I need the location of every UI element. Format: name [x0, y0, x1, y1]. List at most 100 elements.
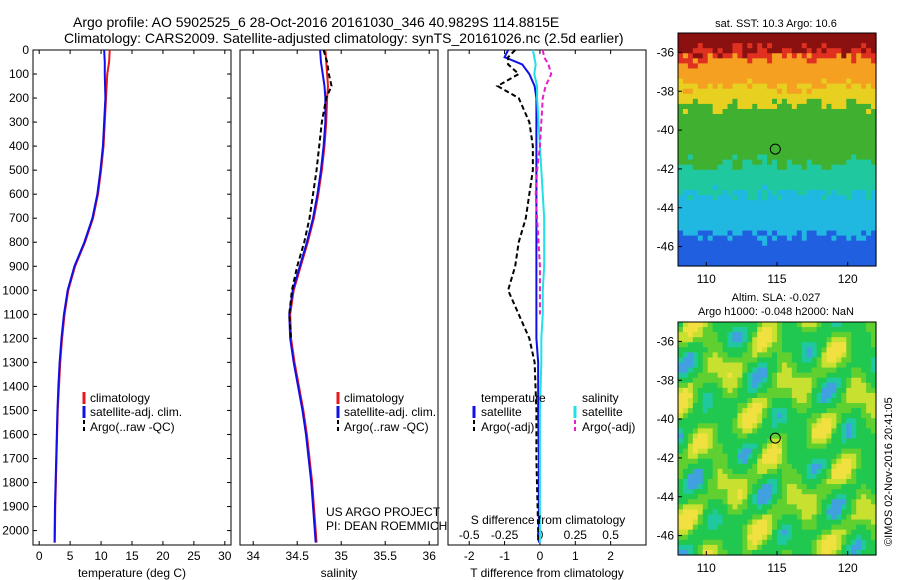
heatmap-cell: [871, 408, 877, 414]
heatmap-cell: [861, 438, 867, 445]
heatmap-cell: [697, 260, 704, 267]
heatmap-cell: [757, 519, 763, 526]
heatmap-cell: [747, 210, 753, 216]
y-tick-label: -44: [657, 490, 675, 504]
heatmap-cell: [836, 382, 842, 389]
heatmap-cell: [826, 220, 833, 227]
heatmap-cell: [856, 200, 862, 206]
heatmap-cell: [777, 33, 783, 39]
heatmap-cell: [821, 423, 828, 429]
heatmap-cell: [836, 230, 842, 237]
heatmap-cell: [707, 190, 714, 196]
heatmap-cell: [747, 418, 753, 424]
heatmap-cell: [786, 458, 793, 465]
heatmap-cell: [697, 392, 704, 399]
heatmap-cell: [801, 372, 808, 379]
heatmap-cell: [806, 230, 813, 237]
heatmap-cell: [707, 260, 714, 267]
heatmap-cell: [697, 134, 704, 140]
heatmap-cell: [727, 499, 734, 505]
heatmap-cell: [806, 382, 813, 389]
heatmap-cell: [871, 514, 877, 521]
heatmap-cell: [826, 418, 833, 424]
heatmap-cell: [687, 103, 694, 110]
heatmap-cell: [786, 514, 793, 521]
heatmap-cell: [722, 387, 729, 394]
heatmap-cell: [851, 332, 857, 338]
heatmap-cell: [742, 332, 748, 338]
heatmap-cell: [697, 529, 704, 536]
heatmap-cell: [796, 164, 803, 171]
heatmap-cell: [767, 190, 773, 196]
heatmap-cell: [678, 119, 684, 125]
heatmap-cell: [757, 372, 763, 379]
heatmap-cell: [747, 184, 753, 191]
heatmap-cell: [851, 174, 857, 181]
x-tick-label: 10: [94, 549, 108, 563]
heatmap-cell: [772, 63, 778, 70]
heatmap-cell: [678, 124, 684, 130]
heatmap-cell: [866, 397, 872, 404]
heatmap-cell: [737, 114, 743, 120]
heatmap-cell: [791, 342, 798, 348]
heatmap-cell: [722, 544, 729, 551]
heatmap-cell: [697, 124, 704, 130]
heatmap-cell: [846, 134, 852, 140]
heatmap-cell: [831, 397, 837, 404]
heatmap-cell: [816, 479, 823, 485]
heatmap-cell: [762, 48, 768, 54]
heatmap-cell: [767, 484, 773, 490]
heatmap-cell: [772, 362, 778, 369]
heatmap-cell: [757, 38, 763, 44]
heatmap-cell: [747, 38, 753, 44]
heatmap-cell: [796, 499, 803, 505]
heatmap-cell: [732, 220, 738, 227]
heatmap-cell: [697, 413, 704, 419]
heatmap-cell: [866, 235, 872, 242]
heatmap-cell: [801, 332, 808, 338]
heatmap-cell: [742, 357, 748, 364]
heatmap-cell: [831, 149, 837, 156]
heatmap-cell: [702, 519, 709, 526]
heatmap-cell: [687, 119, 694, 125]
heatmap-cell: [816, 93, 823, 100]
heatmap-cell: [702, 179, 709, 186]
heatmap-cell: [727, 357, 734, 364]
heatmap-cell: [851, 63, 857, 70]
heatmap-cell: [777, 428, 783, 435]
heatmap-cell: [747, 458, 753, 465]
heatmap-cell: [727, 514, 734, 521]
heatmap-cell: [821, 453, 828, 460]
heatmap-cell: [826, 322, 833, 328]
heatmap-cell: [767, 479, 773, 485]
heatmap-cell: [707, 423, 714, 429]
y-tick-label: -46: [657, 240, 675, 254]
x-tick-label: 110: [697, 561, 716, 575]
heatmap-cell: [757, 98, 763, 105]
heatmap-cell: [826, 108, 833, 115]
heatmap-cell: [732, 88, 738, 95]
heatmap-cell: [747, 230, 753, 237]
heatmap-cell: [777, 240, 783, 247]
heatmap-cell: [836, 504, 842, 511]
heatmap-cell: [831, 382, 837, 389]
heatmap-cell: [861, 534, 867, 541]
heatmap-cell: [781, 88, 788, 95]
heatmap-cell: [767, 489, 773, 495]
heatmap-cell: [846, 205, 852, 211]
heatmap-cell: [866, 357, 872, 364]
heatmap-cell: [717, 408, 724, 414]
heatmap-cell: [697, 327, 704, 333]
heatmap-cell: [767, 514, 773, 521]
heatmap-cell: [871, 387, 877, 394]
heatmap-cell: [851, 539, 857, 546]
heatmap-cell: [722, 73, 729, 80]
heatmap-cell: [796, 529, 803, 536]
heatmap-cell: [767, 144, 773, 151]
heatmap-cell: [791, 108, 798, 115]
heatmap-cell: [707, 250, 714, 257]
heatmap-cell: [772, 88, 778, 95]
y-tick-label: -40: [657, 123, 675, 137]
heatmap-cell: [752, 215, 758, 222]
heatmap-cell: [772, 235, 778, 242]
